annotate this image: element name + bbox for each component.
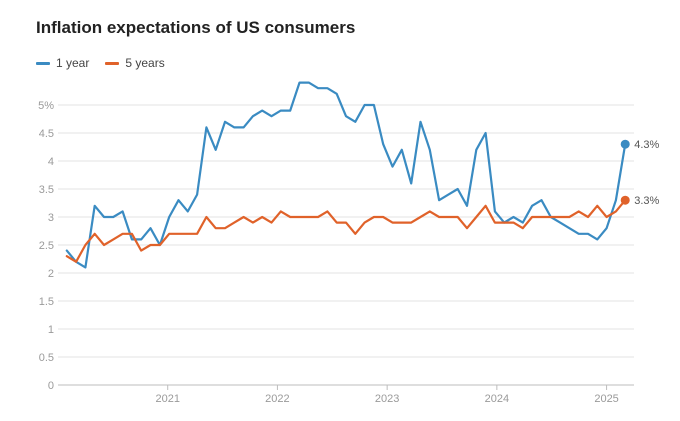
y-tick-label: 4 (48, 156, 54, 168)
y-tick-label: 0.5 (39, 352, 54, 364)
y-tick-label: 1.5 (39, 296, 54, 308)
legend-item-1-year: 1 year (36, 56, 89, 70)
legend-item-5-years: 5 years (105, 56, 165, 70)
x-tick-label: 2025 (594, 393, 618, 405)
y-tick-label: 2 (48, 268, 54, 280)
x-tick-label: 2023 (375, 393, 399, 405)
x-tick-label: 2021 (155, 393, 179, 405)
series-line-5-years (65, 199, 627, 263)
y-tick-label: 3 (48, 212, 54, 224)
legend-label-1-year: 1 year (56, 56, 90, 70)
legend-swatch-1-year (36, 61, 50, 65)
end-label-5-years: 3.3% (634, 195, 659, 207)
y-tick-label: 2.5 (39, 240, 54, 252)
series-line-1-year (65, 81, 627, 269)
legend-label-5-years: 5 years (125, 56, 165, 70)
end-point-1-year (620, 139, 630, 149)
x-tick-label: 2022 (265, 393, 289, 405)
y-tick-label: 3.5 (39, 184, 54, 196)
y-tick-label: 4.5 (39, 128, 54, 140)
legend-swatch-5-years (105, 61, 120, 65)
y-tick-label: 0 (48, 380, 54, 392)
chart-title: Inflation expectations of US consumers (36, 18, 356, 37)
y-tick-label: 1 (48, 324, 54, 336)
end-label-1-year: 4.3% (634, 139, 659, 151)
y-tick-label: 5% (38, 100, 54, 112)
end-point-5-years (620, 195, 630, 205)
legend: 1 year 5 years (36, 56, 165, 70)
x-tick-label: 2024 (485, 393, 509, 405)
